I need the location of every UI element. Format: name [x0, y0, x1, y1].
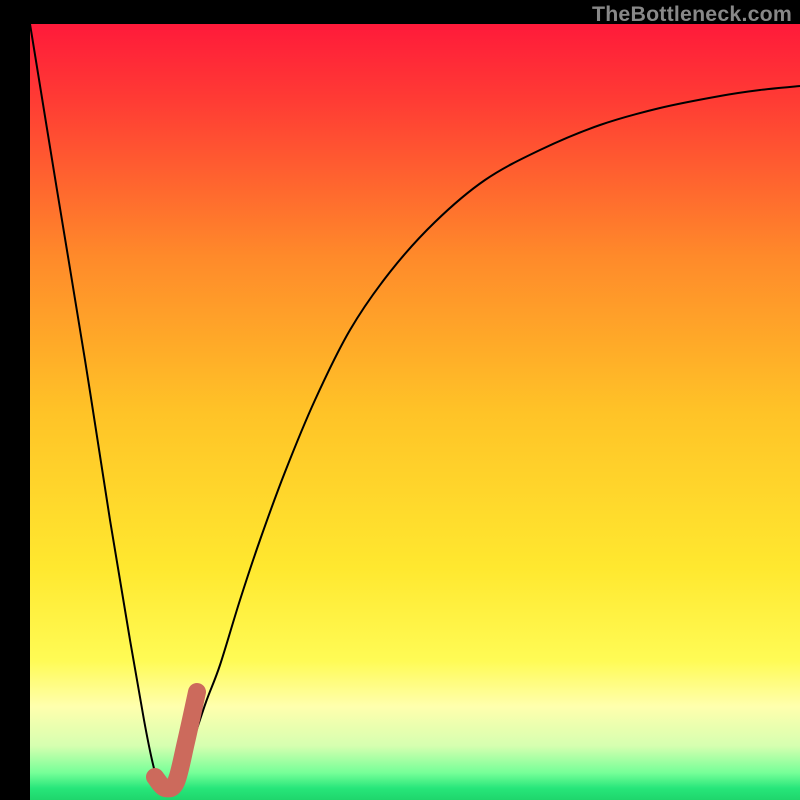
chart-stage: TheBottleneck.com — [0, 0, 800, 800]
watermark-text: TheBottleneck.com — [592, 2, 792, 27]
plot-area — [30, 24, 800, 800]
chart-svg — [0, 0, 800, 800]
